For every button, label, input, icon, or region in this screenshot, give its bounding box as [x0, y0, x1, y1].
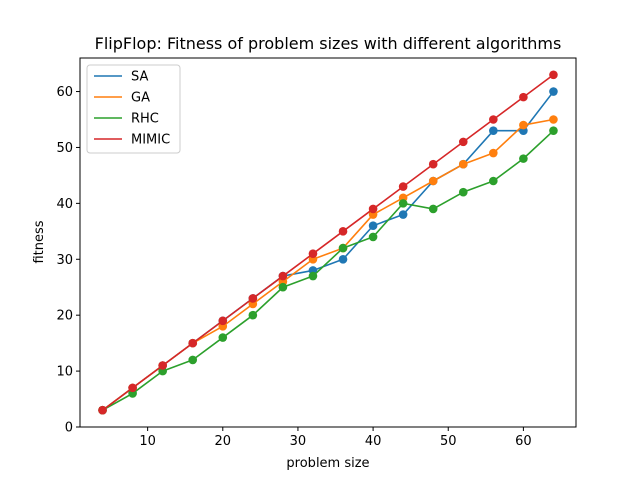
data-point-mimic [158, 361, 167, 370]
series-layer [98, 70, 558, 415]
legend-label-rhc: RHC [131, 112, 159, 127]
x-tick-label: 20 [215, 434, 232, 449]
y-tick-label: 40 [56, 197, 73, 212]
x-tick-label: 60 [515, 434, 532, 449]
data-point-mimic [188, 338, 198, 348]
y-tick-label: 20 [56, 309, 73, 324]
x-tick-label: 30 [290, 434, 307, 449]
data-point-mimic [549, 70, 558, 80]
data-point-sa [489, 126, 498, 135]
data-point-ga [489, 148, 498, 158]
y-tick-label: 0 [65, 421, 73, 436]
data-point-mimic [98, 405, 107, 415]
data-point-rhc [489, 176, 498, 186]
y-tick-label: 60 [56, 85, 73, 100]
data-point-rhc [218, 333, 228, 342]
data-point-rhc [428, 204, 438, 214]
data-point-sa [338, 254, 348, 264]
data-point-mimic [338, 227, 348, 236]
y-tick-label: 30 [56, 253, 73, 268]
data-point-mimic [278, 271, 288, 281]
x-axis: 10 20 30 40 50 60 [139, 427, 532, 449]
data-point-mimic [428, 159, 438, 169]
legend-label-sa: SA [131, 70, 148, 85]
y-tick-label: 10 [56, 365, 73, 380]
data-point-mimic [458, 137, 468, 147]
data-point-mimic [248, 294, 258, 303]
series-line-mimic [102, 74, 554, 411]
x-tick-label: 50 [440, 434, 457, 449]
data-point-ga [458, 159, 468, 169]
data-point-mimic [128, 383, 137, 393]
y-tick-label: 50 [56, 141, 73, 156]
data-point-rhc [458, 187, 468, 197]
y-axis: 0 10 20 30 40 50 60 [56, 85, 80, 436]
data-point-sa [549, 87, 558, 96]
data-point-sa [368, 221, 378, 231]
data-point-mimic [489, 115, 498, 124]
data-point-ga [519, 120, 528, 130]
plot-frame [79, 57, 577, 428]
data-point-rhc [549, 126, 558, 135]
data-point-rhc [188, 355, 198, 365]
x-tick-label: 40 [365, 434, 382, 449]
data-point-mimic [368, 204, 378, 214]
series-mimic [98, 70, 558, 415]
data-point-sa [398, 210, 408, 219]
data-point-mimic [519, 92, 528, 102]
data-point-ga [549, 115, 558, 124]
chart-title: FlipFlop: Fitness of problem sizes with … [95, 34, 562, 53]
x-tick-label: 10 [139, 434, 156, 449]
y-axis-label: fitness [32, 220, 47, 263]
x-axis-label: problem size [286, 456, 369, 471]
data-point-rhc [519, 154, 528, 163]
legend-label-ga: GA [131, 91, 150, 106]
data-point-rhc [248, 310, 258, 320]
legend-box [86, 64, 181, 154]
legend-label-mimic: MIMIC [131, 133, 170, 148]
data-point-rhc [398, 199, 408, 208]
legend: SA GA RHC MIMIC [86, 64, 181, 154]
data-point-rhc [278, 282, 288, 292]
data-point-rhc [308, 271, 318, 281]
series-line-rhc [102, 130, 554, 411]
data-point-mimic [218, 316, 228, 326]
data-point-mimic [308, 249, 318, 258]
data-point-rhc [338, 243, 348, 253]
data-point-rhc [368, 232, 378, 242]
data-point-mimic [398, 182, 408, 191]
data-point-ga [428, 176, 438, 186]
